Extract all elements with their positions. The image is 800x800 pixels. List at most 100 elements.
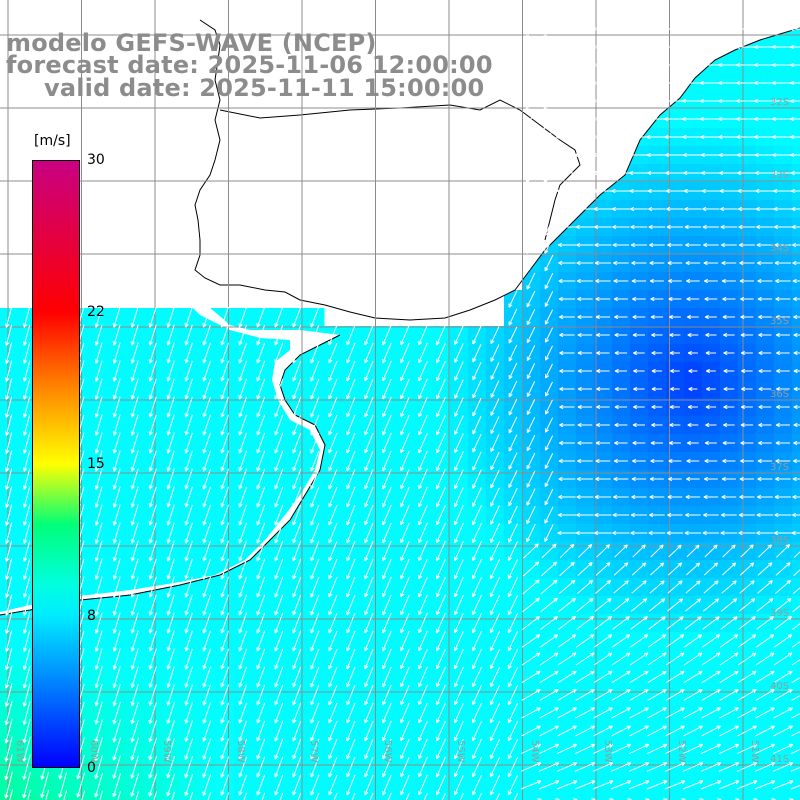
- wind-arrow: [202, 720, 212, 742]
- wind-arrow: [418, 612, 428, 634]
- wind-arrow: [166, 342, 175, 364]
- wind-arrow: [166, 630, 175, 652]
- wind-arrow: [382, 720, 392, 742]
- wind-arrow: [740, 350, 753, 356]
- wind-arrow: [614, 368, 627, 374]
- wind-arrow: [667, 562, 683, 576]
- wind-arrow: [702, 616, 720, 630]
- wind-arrow: [507, 648, 519, 670]
- wind-arrow: [328, 666, 338, 688]
- wind-arrow: [650, 296, 664, 302]
- wind-arrow: [166, 594, 175, 616]
- wind-arrow: [773, 530, 792, 536]
- wind-arrow: [526, 308, 536, 326]
- wind-arrow: [740, 332, 754, 338]
- wind-arrow: [610, 134, 632, 140]
- wind-arrow: [130, 342, 139, 364]
- wind-arrow: [382, 576, 392, 598]
- wind-arrow: [629, 689, 649, 701]
- wind-arrow: [328, 396, 338, 418]
- wind-arrow: [791, 677, 800, 684]
- wind-arrow: [220, 324, 229, 346]
- longitude-label: 52W: [675, 740, 687, 763]
- wind-arrow: [543, 19, 555, 40]
- wind-arrow: [5, 522, 13, 544]
- wind-arrow: [789, 26, 800, 32]
- wind-arrow: [94, 683, 103, 707]
- wind-arrow: [575, 707, 595, 719]
- wind-arrow: [489, 540, 501, 562]
- wind-arrow: [94, 719, 103, 743]
- wind-arrow: [184, 342, 193, 364]
- wind-arrow: [346, 558, 356, 580]
- wind-arrow: [130, 737, 139, 761]
- wind-arrow: [238, 630, 248, 652]
- wind-arrow: [364, 522, 374, 544]
- wind-arrow: [256, 702, 266, 724]
- wind-arrow: [632, 440, 646, 446]
- wind-arrow: [328, 432, 338, 454]
- wind-arrow: [220, 378, 229, 400]
- wind-arrow: [593, 634, 613, 648]
- wind-arrow: [650, 458, 664, 464]
- wind-arrow: [238, 342, 248, 364]
- wind-arrow: [755, 707, 775, 719]
- wind-arrow: [682, 134, 704, 140]
- wind-arrow: [577, 350, 593, 356]
- wind-arrow: [737, 689, 757, 701]
- wind-arrow: [130, 450, 139, 472]
- wind-arrow: [557, 670, 577, 684]
- wind-arrow: [650, 440, 663, 446]
- wind-arrow: [256, 378, 266, 400]
- wind-arrow: [405, 792, 410, 800]
- wind-arrow: [489, 702, 501, 724]
- wind-arrow: [612, 598, 630, 612]
- wind-arrow: [184, 504, 193, 526]
- wind-arrow: [740, 440, 754, 446]
- wind-arrow: [328, 756, 338, 778]
- wind-arrow: [166, 558, 175, 580]
- wind-arrow: [400, 486, 410, 508]
- wind-arrow: [166, 522, 175, 544]
- wind-arrow: [220, 738, 230, 760]
- wind-arrow: [238, 702, 248, 724]
- wind-arrow: [556, 188, 577, 194]
- wind-arrow: [719, 689, 739, 701]
- wind-arrow: [739, 260, 755, 266]
- wind-arrow: [220, 306, 229, 328]
- wind-arrow: [112, 576, 121, 598]
- wind-cell: [198, 794, 217, 800]
- wind-arrow: [756, 598, 774, 612]
- colorbar-tick-22: 22: [87, 304, 105, 320]
- colorbar-tick-8: 8: [87, 608, 96, 624]
- wind-arrow: [758, 368, 772, 374]
- wind-arrow: [575, 634, 595, 648]
- wind-arrow: [148, 773, 158, 797]
- wind-arrow: [773, 725, 793, 737]
- wind-arrow: [574, 743, 596, 755]
- wind-arrow: [184, 486, 193, 508]
- wind-arrow: [687, 422, 699, 428]
- wind-arrow: [94, 450, 103, 472]
- wind-arrow: [631, 562, 647, 576]
- wind-arrow: [202, 558, 211, 580]
- wind-arrow: [648, 530, 666, 536]
- wind-arrow: [772, 762, 794, 772]
- wind-arrow: [792, 260, 800, 266]
- longitude-label: 59W: [161, 740, 172, 763]
- wind-arrow: [574, 170, 596, 176]
- wind-arrow: [400, 594, 410, 616]
- wind-arrow: [543, 37, 555, 58]
- wind-arrow: [740, 422, 754, 428]
- wind-arrow: [256, 522, 266, 544]
- wind-arrow: [705, 422, 717, 428]
- wind-arrow: [667, 580, 683, 594]
- wind-arrow: [650, 314, 663, 320]
- wind-arrow: [477, 792, 482, 800]
- wind-arrow: [202, 504, 211, 526]
- wind-arrow: [184, 684, 193, 706]
- wind-arrow: [520, 780, 542, 790]
- wind-arrow: [364, 414, 374, 436]
- wind-arrow: [758, 544, 772, 558]
- wind-cell: [54, 794, 73, 800]
